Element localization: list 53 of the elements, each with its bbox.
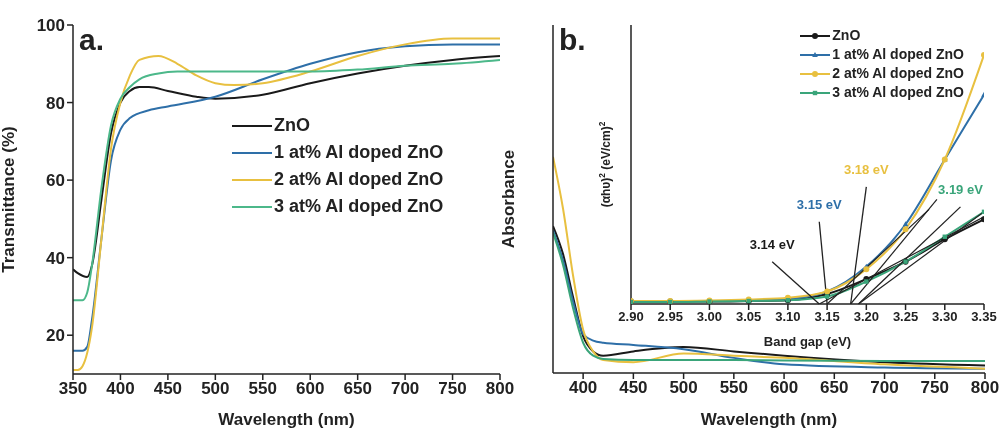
x-tick-label: 750 (438, 379, 467, 399)
x-tick-label: 500 (669, 378, 698, 398)
annotation: 3.15 eV (796, 197, 842, 213)
x-tick-label: 3.25 (892, 309, 919, 325)
x-tick-label: 550 (719, 378, 749, 398)
x-axis-title: Band gap (eV) (763, 334, 852, 349)
x-tick-label: 800 (970, 378, 1000, 398)
x-tick-label: 700 (390, 379, 420, 399)
annotation: 3.19 eV (938, 182, 984, 198)
x-tick-label: 450 (153, 379, 183, 399)
legend-label: ZnO (274, 114, 310, 137)
y-tick-label: 80 (46, 93, 65, 113)
x-tick-label: 400 (568, 378, 598, 398)
legend-label: 1 at% Al doped ZnO (832, 45, 964, 64)
legend-label: 1 at% Al doped ZnO (274, 141, 444, 164)
x-tick-label: 550 (248, 379, 277, 399)
annotation: a. (79, 23, 105, 57)
x-axis-title: Wavelength (nm) (218, 410, 355, 429)
legend-label: 3 at% Al doped ZnO (274, 195, 444, 218)
x-tick-label: 350 (58, 379, 88, 399)
legend-label: 3 at% Al doped ZnO (832, 83, 964, 102)
x-tick-label: 3.20 (853, 309, 879, 325)
legend-label: ZnO (832, 26, 861, 45)
x-tick-label: 2.95 (657, 309, 683, 325)
text: b. (559, 23, 586, 57)
legend-label: 2 at% Al doped ZnO (274, 168, 444, 191)
x-tick-label: 650 (343, 379, 372, 399)
x-tick-label: 3.10 (775, 309, 801, 325)
x-tick-label: 600 (296, 379, 325, 399)
y-tick-label: 100 (36, 16, 65, 36)
y-tick-label: 20 (46, 326, 65, 346)
annotation: 3.14 eV (749, 237, 795, 253)
y-axis-title: Transmittance (%) (0, 126, 18, 273)
x-tick-label: 600 (769, 378, 799, 398)
legend-label: 2 at% Al doped ZnO (832, 64, 964, 83)
x-tick-label: 3.05 (736, 309, 762, 325)
x-tick-label: 2.90 (618, 309, 644, 325)
x-tick-label: 3.35 (971, 309, 997, 325)
x-axis-title: Wavelength (nm) (700, 410, 838, 429)
x-tick-label: 700 (870, 378, 899, 398)
y-axis-title: Absorbance (499, 149, 518, 249)
x-tick-label: 3.15 (814, 309, 840, 325)
x-tick-label: 3.30 (932, 309, 958, 325)
x-tick-label: 800 (485, 379, 515, 399)
x-tick-label: 750 (920, 378, 949, 398)
x-tick-label: 650 (820, 378, 849, 398)
x-tick-label: 450 (619, 378, 648, 398)
y-tick-label: 40 (46, 248, 65, 268)
x-tick-label: 400 (106, 379, 135, 399)
x-tick-label: 3.00 (696, 309, 723, 325)
x-tick-label: 500 (201, 379, 230, 399)
y-tick-label: 60 (46, 171, 65, 191)
annotation: 3.18 eV (843, 162, 890, 178)
